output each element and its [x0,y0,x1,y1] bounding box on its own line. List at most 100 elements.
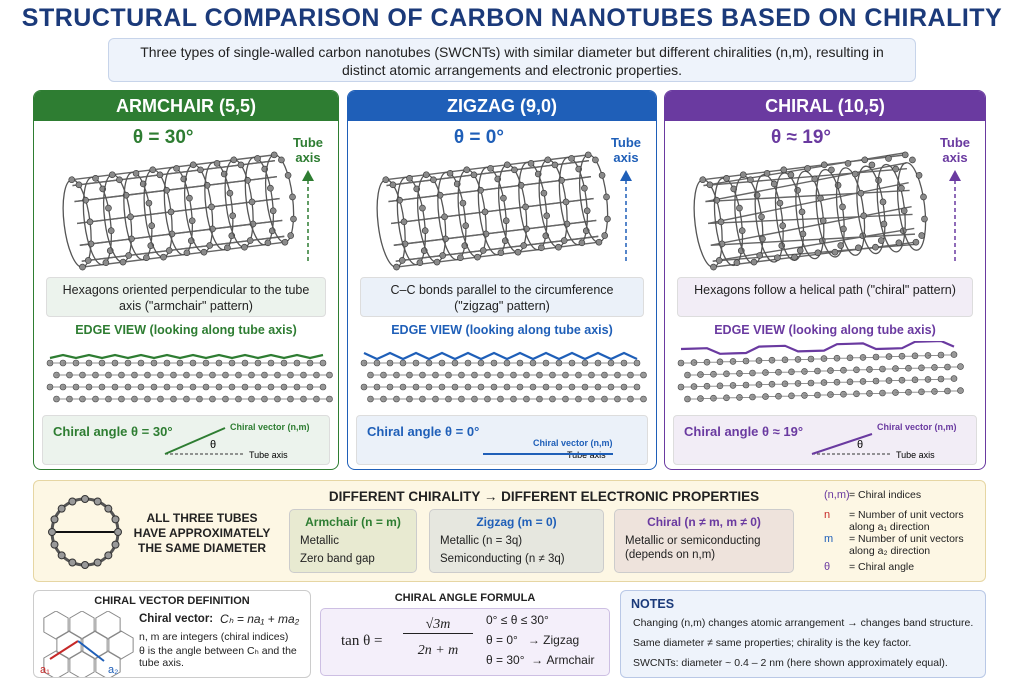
description: Hexagons follow a helical path ("chiral"… [694,283,956,297]
axis-label: Tube axis [292,135,324,165]
panel-header: CHIRAL (10,5) [665,91,985,121]
atom [879,198,887,206]
card-item: Metallic or semiconducting (depends on n… [625,535,761,561]
bond-line [702,154,906,181]
atom [831,248,839,256]
chiral-vector-box: CHIRAL VECTOR DEFINITION a₁ a₂ Chiral vecto… [33,590,311,678]
chiral-vector-label: Chiral vector (n,m) [877,422,957,432]
notes-box: NOTES Changing (n,m) changes atomic arran… [620,590,986,678]
atom [892,165,899,173]
atom [604,215,611,223]
hexagon [95,650,121,677]
tube [693,151,928,271]
chiral-vector-label: Chiral vector (n,m) [230,422,310,432]
atom [717,218,725,226]
atom [583,207,591,215]
definition-line: n, m are integers (chiral indices) [139,631,289,643]
atom [50,540,59,549]
atom [173,165,180,172]
property-card: Zigzag (m = 0) Metallic (n = 3q) Semicondu… [429,509,604,573]
atom [116,176,123,184]
hexagon [69,611,95,640]
legend-symbol: n [824,509,831,521]
atom [319,383,327,391]
ring [815,168,845,258]
formula-numerator: √3m [403,617,473,634]
atom [540,189,548,197]
atom [267,184,274,192]
atom [699,176,707,184]
formula-condition: 0° ≤ θ ≤ 30° [486,613,549,627]
atom [774,254,781,262]
atom [538,244,545,252]
atom [422,171,430,179]
card-item: Metallic [300,535,339,547]
atom [459,199,467,207]
atom [522,203,529,211]
atom [393,263,400,271]
atom [920,193,927,201]
chiral-vector-line [811,433,873,455]
section-title: CHIRAL ANGLE FORMULA [394,592,536,604]
atom [160,253,167,261]
atom [264,239,272,247]
note-item: Changing (n,m) changes atomic arrangemen… [633,617,974,629]
bond-line [710,233,916,246]
atom [474,253,481,261]
card-item: Semiconducting (n ≠ 3q) [440,553,565,565]
card-title: Chiral (n ≠ m, m ≠ 0) [647,515,761,529]
atom [857,189,865,197]
ring [82,176,112,266]
ring [795,170,825,260]
atom [776,199,784,207]
atom [92,175,99,182]
atom [419,204,426,212]
description: Hexagons oriented perpendicular to the t… [62,283,310,313]
ring [437,171,467,261]
atom [715,257,723,264]
atom [898,184,905,192]
atom [544,156,552,164]
atom [736,204,743,212]
atom [872,243,879,251]
atom [895,239,903,247]
atom [598,172,606,179]
atom [229,212,237,220]
atom [527,160,535,167]
atom [79,263,86,271]
legend-text: = Number of unit vectors along a₁ direct… [849,509,964,533]
tube [62,151,297,271]
theta-label: θ [210,439,216,451]
atom [758,213,765,221]
diameter-icon [48,495,122,569]
atom [633,359,641,367]
atom [885,155,892,162]
bond-line [712,227,915,262]
atom [145,199,153,207]
atom [183,249,191,257]
atom [463,166,471,174]
atom [127,213,134,221]
atom [237,161,245,169]
atom [592,156,599,164]
atom [230,156,238,164]
atom [107,227,115,234]
atom [165,247,173,254]
atom [326,395,333,403]
arrow-head [949,170,961,181]
ring [896,162,927,251]
atom [470,171,478,179]
bond-line [388,176,592,203]
ring [477,166,507,256]
atom [562,198,570,206]
atom [794,186,801,194]
atom [208,203,215,211]
ring [835,167,866,256]
tube-axis-label: Tube axis [896,450,935,460]
atom [156,171,164,179]
atom [957,363,964,370]
axis-arrow [620,170,632,261]
description: C–C bonds parallel to the circumference … [390,283,614,313]
atom [81,495,89,503]
